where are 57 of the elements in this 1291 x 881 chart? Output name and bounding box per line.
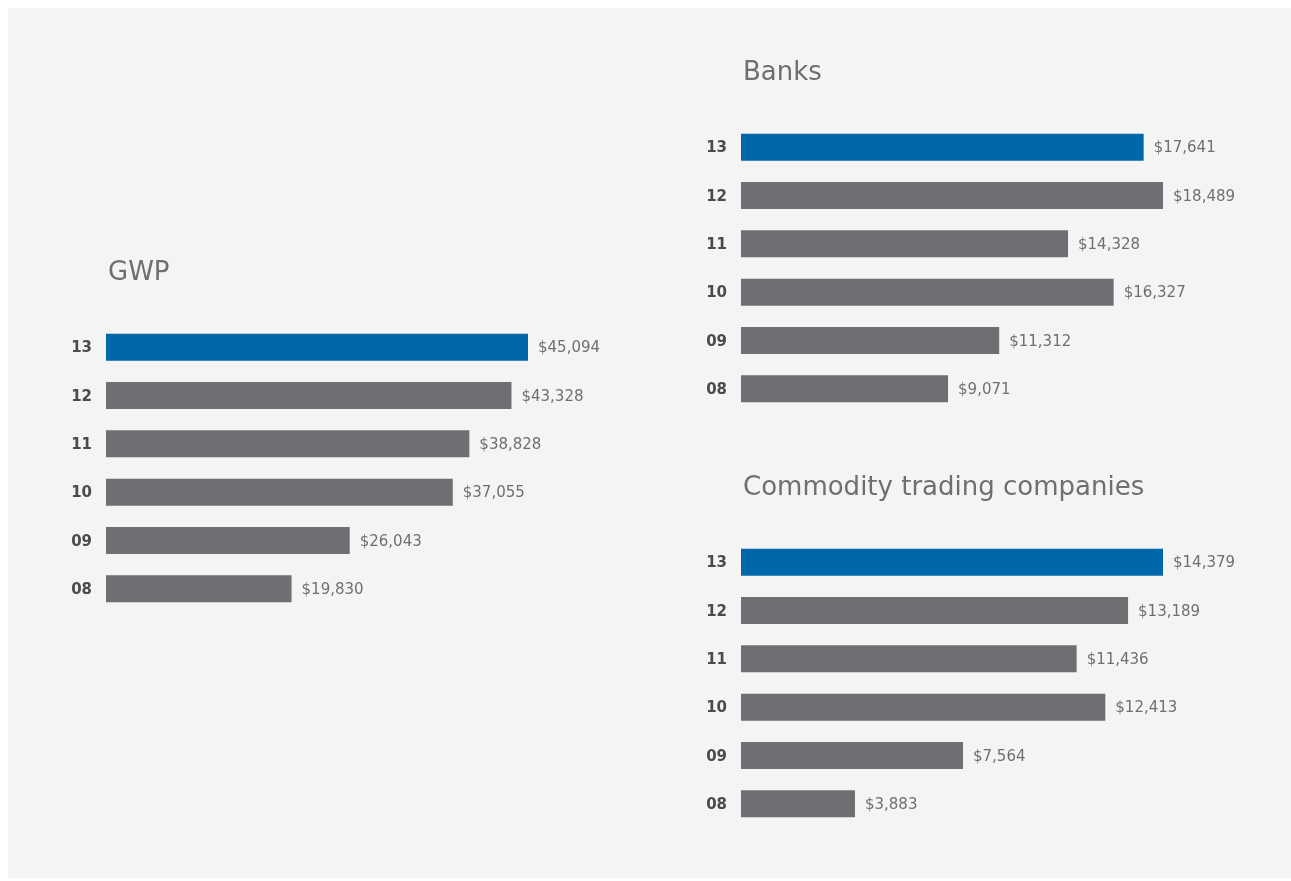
data-label: $18,489 [1173, 186, 1236, 205]
bar [741, 230, 1069, 258]
y-tick-label: 12 [71, 386, 92, 405]
bar [741, 327, 1000, 354]
bar [741, 375, 949, 403]
data-label: $11,312 [1009, 331, 1072, 350]
y-tick-label: 11 [71, 434, 92, 453]
data-label: $16,327 [1123, 283, 1186, 302]
y-tick-label: 08 [71, 579, 92, 598]
data-label: $26,043 [359, 531, 422, 550]
y-tick-label: 13 [71, 338, 92, 357]
bar [106, 575, 292, 603]
bar [106, 478, 453, 506]
data-label: $19,830 [301, 579, 364, 598]
data-label: $43,328 [521, 386, 584, 405]
chart-title: GWP [108, 256, 170, 286]
bar [741, 645, 1077, 673]
y-tick-label: 13 [706, 138, 727, 157]
data-label: $13,189 [1138, 601, 1201, 620]
y-tick-label: 09 [706, 331, 727, 350]
data-label: $14,379 [1173, 553, 1236, 572]
bar [741, 133, 1144, 161]
bar [106, 527, 350, 554]
bar [741, 278, 1114, 306]
bar [741, 742, 963, 769]
bar [741, 548, 1163, 576]
data-label: $14,328 [1078, 234, 1141, 253]
data-label: $12,413 [1115, 698, 1178, 717]
data-label: $38,828 [479, 434, 542, 453]
data-label: $17,641 [1153, 138, 1216, 157]
bar [741, 182, 1163, 209]
chart-title: Banks [743, 56, 822, 86]
bar [106, 333, 528, 361]
y-tick-label: 10 [706, 283, 727, 302]
y-tick-label: 11 [706, 649, 727, 668]
y-tick-label: 12 [706, 601, 727, 620]
chart-title: Commodity trading companies [743, 471, 1145, 501]
data-label: $45,094 [538, 338, 601, 357]
data-label: $37,055 [462, 483, 525, 502]
bar [106, 382, 512, 409]
y-tick-label: 08 [706, 794, 727, 813]
bar [741, 597, 1129, 624]
y-tick-label: 10 [71, 483, 92, 502]
data-label: $11,436 [1086, 649, 1149, 668]
y-tick-label: 13 [706, 553, 727, 572]
y-tick-label: 10 [706, 698, 727, 717]
y-tick-label: 09 [706, 746, 727, 765]
data-label: $9,071 [958, 379, 1011, 398]
bar [106, 430, 470, 458]
y-tick-label: 12 [706, 186, 727, 205]
y-tick-label: 09 [71, 531, 92, 550]
bar [741, 693, 1106, 721]
y-tick-label: 08 [706, 379, 727, 398]
data-label: $7,564 [972, 746, 1026, 765]
data-label: $3,883 [864, 794, 918, 813]
bar [741, 790, 855, 818]
y-tick-label: 11 [706, 234, 727, 253]
